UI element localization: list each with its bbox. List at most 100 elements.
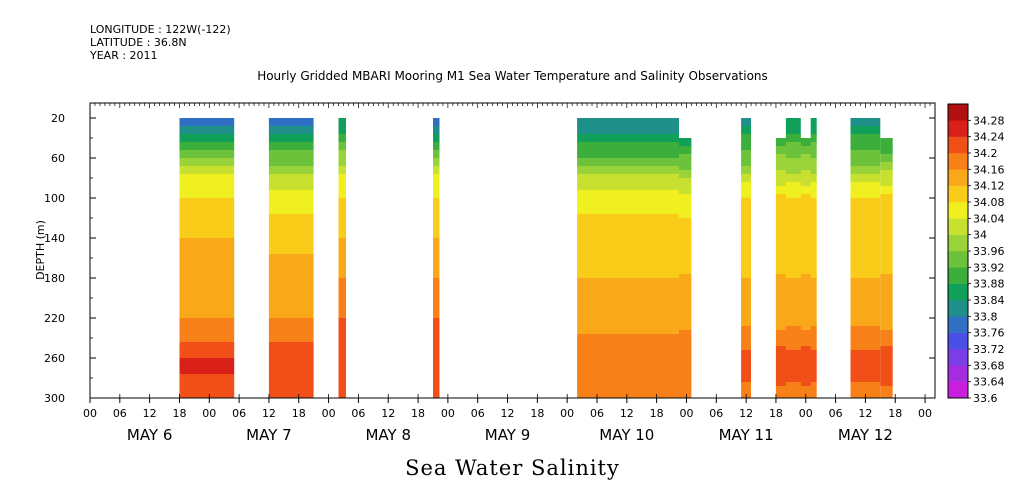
data-cell bbox=[179, 366, 235, 375]
data-cell bbox=[338, 182, 346, 191]
data-cell bbox=[679, 226, 692, 235]
data-cell bbox=[880, 250, 893, 259]
data-cell bbox=[268, 310, 314, 319]
data-cell bbox=[577, 278, 679, 287]
data-cell bbox=[850, 174, 881, 183]
day-label: MAY 8 bbox=[365, 426, 411, 444]
data-cell bbox=[179, 182, 235, 191]
data-cell bbox=[577, 166, 679, 175]
data-cell bbox=[433, 134, 440, 143]
colorbar-label: 33.8 bbox=[973, 310, 998, 323]
data-segment bbox=[179, 118, 235, 399]
data-cell bbox=[433, 270, 440, 279]
data-cell bbox=[850, 326, 881, 335]
data-cell bbox=[810, 318, 817, 327]
data-cell bbox=[810, 326, 817, 335]
data-cell bbox=[433, 358, 440, 367]
x-tick-label: 12 bbox=[858, 407, 872, 420]
data-cell bbox=[679, 314, 692, 323]
data-cell bbox=[810, 374, 817, 383]
x-tick-label: 18 bbox=[650, 407, 664, 420]
data-cell bbox=[880, 162, 893, 171]
data-cell bbox=[268, 334, 314, 343]
data-cell bbox=[741, 214, 751, 223]
data-segments bbox=[179, 118, 893, 399]
data-cell bbox=[433, 382, 440, 391]
data-cell bbox=[810, 254, 817, 263]
data-cell bbox=[577, 150, 679, 159]
data-cell bbox=[679, 202, 692, 211]
day-label: MAY 7 bbox=[246, 426, 292, 444]
data-cell bbox=[679, 138, 692, 147]
x-tick-label: 18 bbox=[411, 407, 425, 420]
x-tick-label: 18 bbox=[292, 407, 306, 420]
data-cell bbox=[338, 382, 346, 391]
data-cell bbox=[338, 342, 346, 351]
day-label: MAY 10 bbox=[599, 426, 654, 444]
data-cell bbox=[810, 222, 817, 231]
data-cell bbox=[268, 382, 314, 391]
x-tick-label: 06 bbox=[351, 407, 365, 420]
data-cell bbox=[741, 262, 751, 271]
data-cell bbox=[268, 150, 314, 159]
data-cell bbox=[880, 146, 893, 155]
data-cell bbox=[880, 194, 893, 203]
data-cell bbox=[433, 310, 440, 319]
data-cell bbox=[880, 282, 893, 291]
data-cell bbox=[338, 366, 346, 375]
x-tick-label: 06 bbox=[113, 407, 127, 420]
data-cell bbox=[785, 198, 801, 207]
data-cell bbox=[577, 174, 679, 183]
data-cell bbox=[880, 258, 893, 267]
data-cell bbox=[179, 318, 235, 327]
data-cell bbox=[741, 254, 751, 263]
data-cell bbox=[880, 178, 893, 187]
colorbar-swatch bbox=[948, 202, 968, 219]
data-cell bbox=[850, 222, 881, 231]
colorbar-swatch bbox=[948, 218, 968, 235]
data-cell bbox=[850, 246, 881, 255]
x-tick-label: 12 bbox=[739, 407, 753, 420]
colorbar-swatch bbox=[948, 381, 968, 399]
data-cell bbox=[741, 318, 751, 327]
data-cell bbox=[850, 350, 881, 359]
data-cell bbox=[338, 318, 346, 327]
data-cell bbox=[679, 354, 692, 363]
data-cell bbox=[810, 286, 817, 295]
data-cell bbox=[433, 318, 440, 327]
data-cell bbox=[268, 390, 314, 399]
x-tick-label: 12 bbox=[501, 407, 515, 420]
x-tick-label: 18 bbox=[769, 407, 783, 420]
data-cell bbox=[338, 142, 346, 151]
data-cell bbox=[268, 166, 314, 175]
data-cell bbox=[577, 198, 679, 207]
x-tick-label: 06 bbox=[709, 407, 723, 420]
chart-title: Hourly Gridded MBARI Mooring M1 Sea Wate… bbox=[257, 69, 768, 83]
top-minor-ticks bbox=[89, 103, 936, 108]
y-axis-title: DEPTH (m) bbox=[34, 220, 47, 280]
y-tick-label: 220 bbox=[44, 312, 65, 325]
data-cell bbox=[679, 378, 692, 387]
colorbar-label: 33.6 bbox=[973, 392, 998, 405]
data-cell bbox=[577, 390, 679, 399]
colorbar-swatch bbox=[948, 267, 968, 284]
data-cell bbox=[741, 166, 751, 175]
data-cell bbox=[785, 374, 801, 383]
data-cell bbox=[850, 190, 881, 199]
data-cell bbox=[880, 362, 893, 371]
data-cell bbox=[679, 194, 692, 203]
colorbar: 33.6 33.64 33.68 33.72 33.76 33.8 33.84 33.88 33… bbox=[947, 103, 1005, 405]
data-cell bbox=[338, 214, 346, 223]
data-cell bbox=[785, 382, 801, 391]
data-cell bbox=[577, 206, 679, 215]
data-cell bbox=[850, 310, 881, 319]
colorbar-label: 33.84 bbox=[973, 294, 1005, 307]
data-cell bbox=[785, 278, 801, 287]
data-cell bbox=[577, 254, 679, 263]
data-cell bbox=[179, 294, 235, 303]
x-tick-label: 12 bbox=[143, 407, 157, 420]
data-cell bbox=[433, 198, 440, 207]
data-cell bbox=[785, 150, 801, 159]
data-cell bbox=[577, 310, 679, 319]
